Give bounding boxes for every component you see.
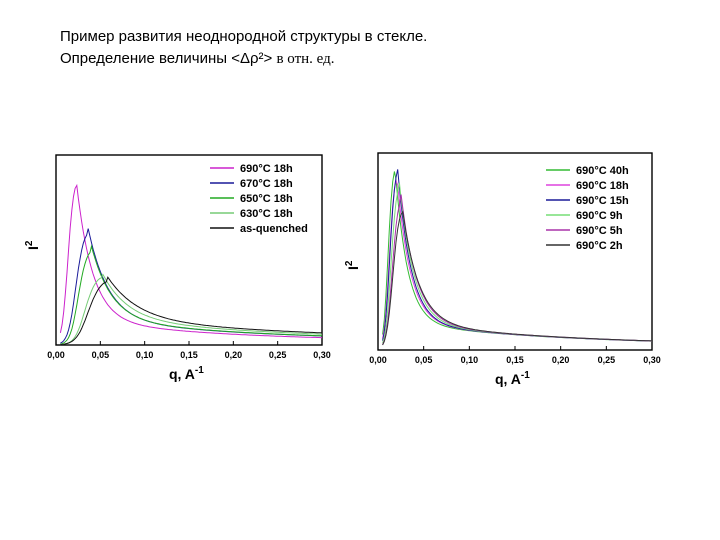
x-tick-label: 0,10: [136, 350, 154, 360]
x-tick-label: 0,20: [225, 350, 243, 360]
legend-label-0: 690°C 18h: [240, 163, 293, 175]
series-line-5: [382, 210, 653, 346]
x-tick-label: 0,30: [313, 350, 331, 360]
slide-title-line-2-suffix: в отн. ед.: [276, 51, 335, 67]
y-axis-title-sup: 2: [344, 260, 355, 266]
y-axis-title: I2: [24, 240, 41, 250]
chart-left-svg: 0,00 0,05 0,10 0,15 0,20 0,25 0,30 q, A-1 I2 690°…: [24, 154, 331, 382]
x-tick-label: 0,30: [643, 355, 661, 365]
chart-right-svg: 0,00 0,05 0,10 0,15 0,20 0,25 0,30 q, A-1 I2 690°…: [344, 152, 661, 387]
chart-left-figure: 0,00 0,05 0,10 0,15 0,20 0,25 0,30 q, A-1 I2 690°…: [24, 150, 344, 400]
series-line-0: [59, 183, 322, 339]
x-tick-label: 0,05: [92, 350, 110, 360]
x-axis-title: q, A-1: [169, 365, 204, 382]
x-tick-label: 0,00: [369, 355, 387, 365]
slide-title-line-2-prefix: Определение величины <Δρ²>: [60, 50, 273, 67]
x-axis-title-sup: -1: [521, 370, 530, 381]
series-line-4: [60, 276, 323, 345]
chart-right-figure: 0,00 0,05 0,10 0,15 0,20 0,25 0,30 q, A-1 I2 690°…: [340, 150, 680, 410]
legend-label-4: 690°C 5h: [576, 225, 623, 237]
legend-label-5: 690°C 2h: [576, 240, 623, 252]
legend-label-4: as-quenched: [240, 223, 308, 235]
x-tick-label: 0,05: [415, 355, 433, 365]
series-line-3: [60, 273, 323, 346]
x-tick-label: 0,20: [552, 355, 570, 365]
x-tick-label: 0,25: [269, 350, 287, 360]
legend-label-0: 690°C 40h: [576, 165, 629, 177]
legend-label-2: 690°C 15h: [576, 195, 629, 207]
slide-title-line-2: Определение величины <Δρ²> в отн. ед.: [60, 48, 427, 70]
x-axis-title-sup: -1: [195, 365, 204, 376]
x-tick-label: 0,15: [180, 350, 198, 360]
slide-title-line-1: Пример развития неоднородной структуры в…: [60, 28, 428, 45]
x-tick-label: 0,10: [461, 355, 479, 365]
y-axis-title-sup: 2: [24, 240, 35, 246]
x-tick-label: 0,25: [598, 355, 616, 365]
x-tick-label: 0,15: [506, 355, 524, 365]
legend-label-3: 690°C 9h: [576, 210, 623, 222]
x-axis-title: q, A-1: [495, 370, 530, 387]
legend-label-1: 690°C 18h: [576, 180, 629, 192]
legend-label-3: 630°C 18h: [240, 208, 293, 220]
legend-label-1: 670°C 18h: [240, 178, 293, 190]
slide-title: Пример развития неоднородной структуры в…: [60, 26, 427, 70]
series-line-2: [60, 244, 322, 345]
y-axis-title: I2: [344, 260, 361, 270]
legend-label-2: 650°C 18h: [240, 193, 293, 205]
x-tick-label: 0,00: [47, 350, 65, 360]
